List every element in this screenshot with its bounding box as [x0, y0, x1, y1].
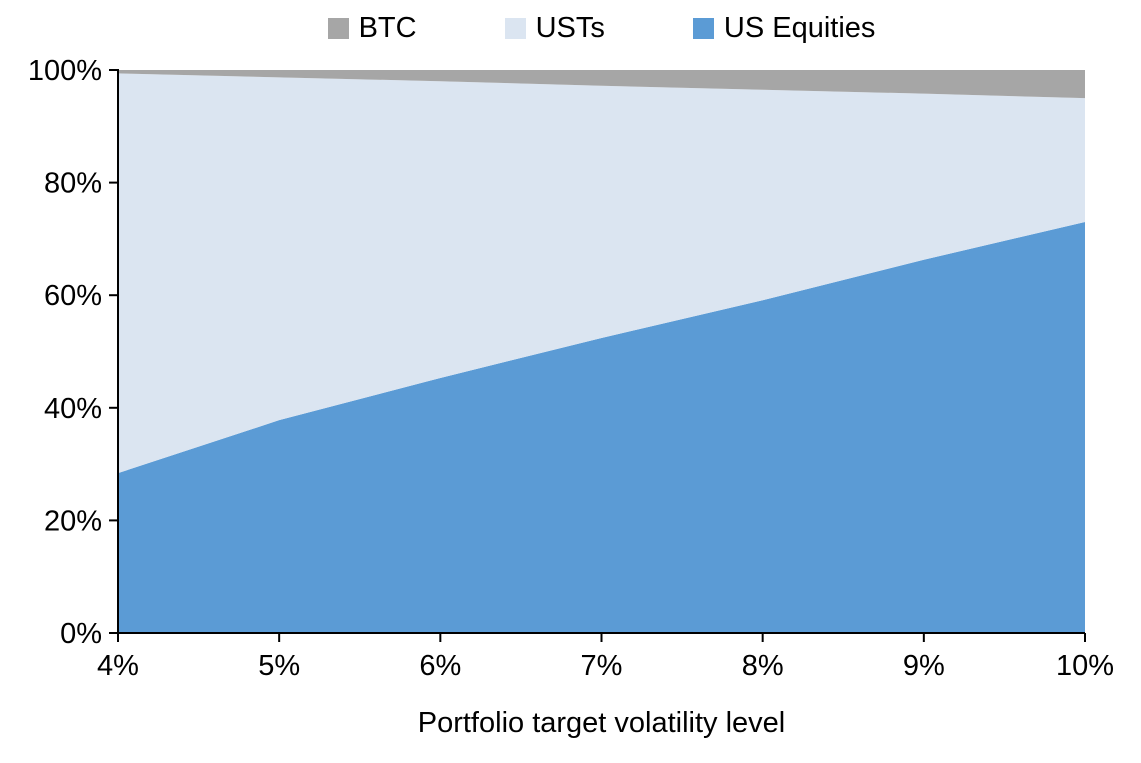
x-tick-label: 7%	[581, 650, 623, 682]
x-tick-label: 6%	[419, 650, 461, 682]
chart-legend: BTC USTs US Equities	[118, 10, 1085, 46]
y-tick-label: 100%	[28, 55, 102, 87]
legend-item-btc: BTC	[327, 11, 417, 44]
y-tick-label: 20%	[44, 505, 102, 537]
x-tick-label: 8%	[742, 650, 784, 682]
area-us-equities	[118, 222, 1085, 633]
legend-swatch-btc	[327, 17, 349, 39]
legend-item-us-equities: US Equities	[692, 11, 876, 44]
y-tick-label: 60%	[44, 280, 102, 312]
y-tick-label: 80%	[44, 168, 102, 200]
x-tick-label: 9%	[903, 650, 945, 682]
x-tick-label: 5%	[258, 650, 300, 682]
area-usts	[118, 73, 1085, 474]
legend-swatch-usts	[504, 17, 526, 39]
legend-label-us-equities: US Equities	[723, 11, 876, 44]
legend-label-usts: USTs	[535, 11, 605, 44]
legend-item-usts: USTs	[504, 11, 605, 44]
x-tick-label: 10%	[1056, 650, 1114, 682]
area-btc	[118, 70, 1085, 99]
y-tick-label: 40%	[44, 393, 102, 425]
x-axis-title: Portfolio target volatility level	[417, 707, 786, 739]
x-tick-label: 4%	[97, 650, 139, 682]
legend-label-btc: BTC	[358, 11, 417, 44]
legend-swatch-us-equities	[692, 17, 714, 39]
y-tick-label: 0%	[60, 618, 102, 650]
